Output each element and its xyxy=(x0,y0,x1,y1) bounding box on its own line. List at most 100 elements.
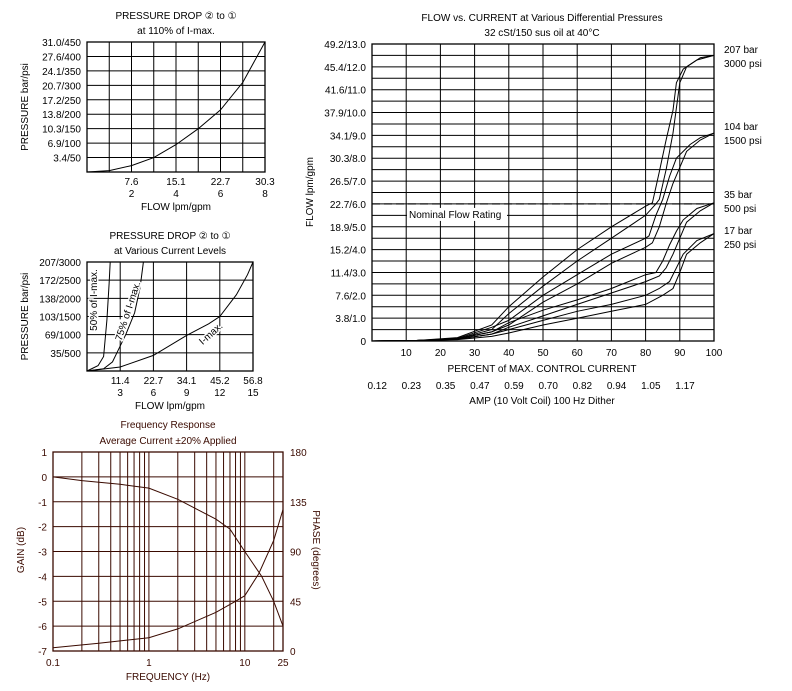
curve-label: I-max. xyxy=(197,321,225,348)
pressure-label-bar: 207 bar xyxy=(724,45,759,56)
y-tick-label: 26.5/7.0 xyxy=(330,177,367,188)
y-tick-label: 27.6/400 xyxy=(42,52,81,63)
series-17-bar-rising xyxy=(371,233,715,342)
amp-tick-label: 0.82 xyxy=(573,381,593,392)
x-tick-label: 50 xyxy=(537,348,549,359)
series-50-of-i-max- xyxy=(86,261,111,372)
x-tick-label: 90 xyxy=(674,348,686,359)
x-tick-label-lpm: 22.7 xyxy=(211,177,231,188)
nominal-flow-label: Nominal Flow Rating xyxy=(409,210,501,221)
y-tick-label: 30.3/8.0 xyxy=(330,154,367,165)
plot-frame xyxy=(52,451,284,652)
x-axis-label: PERCENT of MAX. CONTROL CURRENT xyxy=(448,364,637,375)
y-tick-label: 138/2000 xyxy=(39,294,81,305)
y-tick-label: 103/1500 xyxy=(39,313,81,324)
chart-title: Frequency Response xyxy=(120,420,215,431)
x-tick-label-lpm: 45.2 xyxy=(210,376,230,387)
x-tick-label: 40 xyxy=(503,348,515,359)
y-right-tick-label: 90 xyxy=(290,548,302,559)
y-tick-label: 34.1/9.0 xyxy=(330,131,367,142)
series-17-bar-falling xyxy=(371,233,715,342)
x-tick-label: 30 xyxy=(469,348,481,359)
amp-tick-label: 1.05 xyxy=(641,381,661,392)
amp-tick-label: 0.59 xyxy=(504,381,524,392)
series-35-bar-rising xyxy=(371,202,715,342)
x-tick-label-lpm: 15.1 xyxy=(166,177,186,188)
amp-tick-label: 0.12 xyxy=(367,381,387,392)
series-phase xyxy=(52,509,284,649)
pressure-label-bar: 104 bar xyxy=(724,122,759,133)
y-right-tick-label: 0 xyxy=(290,647,296,658)
x-tick-label-gpm: 8 xyxy=(262,189,268,200)
y-axis-label: GAIN (dB) xyxy=(16,527,27,573)
x-tick-label-gpm: 15 xyxy=(247,388,259,399)
y-tick-label: 18.9/5.0 xyxy=(330,223,367,234)
y-tick-label: -7 xyxy=(38,647,47,658)
x-tick-label-lpm: 56.8 xyxy=(243,376,263,387)
y-tick-label: 11.4/3.0 xyxy=(331,268,367,279)
x-tick-label-gpm: 2 xyxy=(129,189,135,200)
curve-label: 75% of I-max. xyxy=(114,280,144,342)
y-tick-label: 41.6/11.0 xyxy=(325,86,366,97)
series-207-bar-rising xyxy=(371,54,715,342)
chart-subtitle: Average Current ±20% Applied xyxy=(99,436,236,447)
y-tick-label: 69/1000 xyxy=(45,331,82,342)
y-tick-label: 3.8/1.0 xyxy=(335,314,366,325)
plot-frame xyxy=(86,261,254,372)
y-right-tick-label: 45 xyxy=(290,597,302,608)
amp-tick-label: 0.70 xyxy=(538,381,558,392)
pressure-label-bar: 17 bar xyxy=(724,226,753,237)
y-tick-label: 31.0/450 xyxy=(42,38,81,49)
pressure-label-psi: 250 psi xyxy=(724,240,756,251)
x-tick-label-lpm: 34.1 xyxy=(177,376,197,387)
series-110-i-max xyxy=(86,41,266,173)
grid xyxy=(87,261,253,371)
y-tick-label: -4 xyxy=(38,572,47,583)
label-bg xyxy=(407,207,507,221)
chart-c1: PRESSURE DROP ② to ① at 110% of I-max. 3.4… xyxy=(20,11,275,213)
plot-frame xyxy=(86,41,266,173)
pressure-label-bar: 35 bar xyxy=(724,190,753,201)
chart-subtitle: at Various Current Levels xyxy=(114,246,226,257)
y-tick-label: 45.4/12.0 xyxy=(324,63,366,74)
y-tick-label: -3 xyxy=(38,548,47,559)
x-axis-label: FLOW lpm/gpm xyxy=(141,202,211,213)
x-tick-label-lpm: 7.6 xyxy=(125,177,139,188)
pressure-label-psi: 500 psi xyxy=(724,204,756,215)
y-right-tick-label: 135 xyxy=(290,498,307,509)
series-207-bar-falling xyxy=(371,54,715,342)
grid xyxy=(371,43,715,342)
y-axis-label: FLOW lpm/gpm xyxy=(305,157,316,227)
amp-tick-label: 0.47 xyxy=(470,381,490,392)
y-tick-label: 22.7/6.0 xyxy=(330,200,367,211)
y-tick-label: 13.8/200 xyxy=(42,110,81,121)
x-tick-label: 10 xyxy=(401,348,413,359)
x-tick-label: 0.1 xyxy=(46,658,60,669)
x-axis-label: FREQUENCY (Hz) xyxy=(126,672,210,683)
y-tick-label: 0 xyxy=(360,337,366,348)
y-tick-label: 17.2/250 xyxy=(42,96,81,107)
y-axis-label-right: PHASE (degrees) xyxy=(310,510,321,589)
y-tick-label: 207/3000 xyxy=(39,258,81,269)
curve-label: 50% of I-max. xyxy=(89,269,100,331)
chart-subtitle: at 110% of I-max. xyxy=(137,26,215,37)
y-tick-label: 6.9/100 xyxy=(48,139,82,150)
x-tick-label: 20 xyxy=(435,348,447,359)
x-tick-label-lpm: 11.4 xyxy=(111,376,130,387)
y-tick-label: -5 xyxy=(38,597,47,608)
x-tick-label-gpm: 6 xyxy=(218,189,224,200)
x-axis-label-amp: AMP (10 Volt Coil) 100 Hz Dither xyxy=(469,396,615,407)
amp-tick-label: 0.94 xyxy=(607,381,627,392)
y-tick-label: 0 xyxy=(41,473,47,484)
x-tick-label: 60 xyxy=(572,348,584,359)
plot-frame xyxy=(371,43,715,342)
y-tick-label: 172/2500 xyxy=(39,276,81,287)
y-tick-label: 1 xyxy=(41,448,47,459)
chart-title: PRESSURE DROP ② to ① xyxy=(109,231,230,242)
y-tick-label: 37.9/10.0 xyxy=(324,109,366,120)
x-tick-label: 25 xyxy=(277,658,289,669)
x-tick-label-gpm: 12 xyxy=(214,388,226,399)
y-axis-label: PRESSURE bar/psi xyxy=(20,273,31,361)
amp-tick-label: 0.35 xyxy=(436,381,456,392)
